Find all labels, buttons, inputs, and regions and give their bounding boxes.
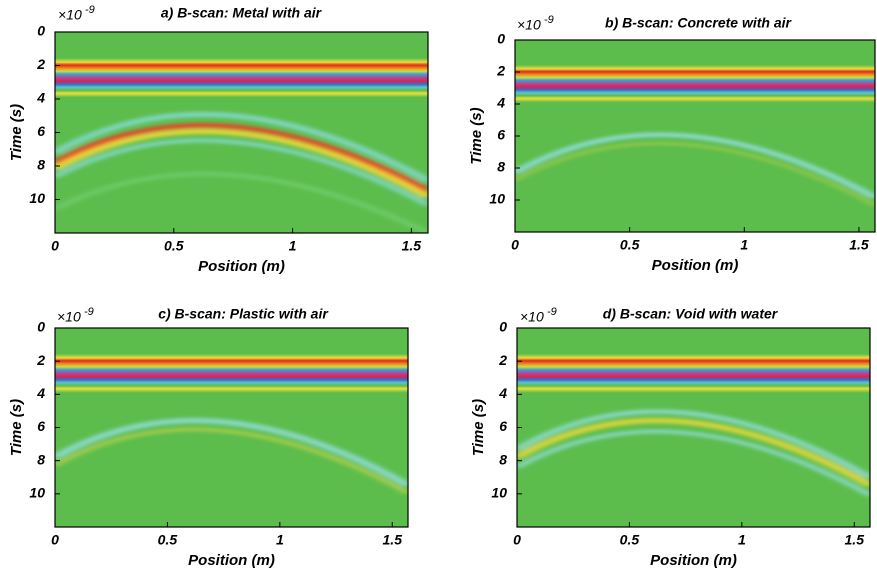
y-tick-label: 8 [37, 451, 45, 467]
y-offset: ×10 [520, 309, 544, 325]
x-tick-label: 0 [51, 532, 59, 548]
y-offset: ×10 [58, 7, 82, 23]
x-axis-label: Position (m) [198, 258, 285, 275]
y-offset: ×10 [57, 309, 81, 325]
bscan-image [517, 328, 870, 527]
bscan-image [515, 40, 875, 232]
panel: 0 2 4 6 8 10 0 0.5 1 1.5 a) B-scan: Metal with air… [8, 4, 429, 275]
bscan-image [55, 328, 408, 527]
y-tick-label: 0 [497, 31, 505, 47]
y-offset: ×10 [517, 17, 541, 33]
y-tick-label: 6 [497, 127, 505, 143]
y-tick-label: 0 [37, 319, 45, 335]
x-tick-label: 1 [740, 237, 748, 253]
y-axis-label: Time (s) [468, 107, 485, 164]
chart-title: a) B-scan: Metal with air [161, 5, 323, 21]
y-tick-label: 6 [37, 418, 45, 434]
chart-title: b) B-scan: Concrete with air [605, 15, 792, 31]
x-tick-label: 1 [289, 238, 297, 254]
panel: 0 2 4 6 8 10 0 0.5 1 1.5 c) B-scan: Plastic with a… [8, 306, 409, 569]
panel: 0 2 4 6 8 10 0 0.5 1 1.5 b) B-scan: Concrete with … [468, 14, 876, 274]
y-axis-label: Time (s) [470, 399, 487, 456]
y-tick-label: 8 [499, 451, 507, 467]
x-tick-label: 1.5 [849, 237, 869, 253]
y-tick-label: 8 [497, 159, 505, 175]
y-tick-label: 0 [37, 23, 45, 39]
y-tick-label: 10 [29, 485, 45, 501]
y-tick-label: 2 [36, 352, 45, 368]
y-tick-label: 0 [499, 319, 507, 335]
x-tick-label: 0 [513, 532, 521, 548]
y-tick-label: 4 [496, 95, 505, 111]
x-tick-label: 0.5 [620, 237, 640, 253]
x-tick-label: 0 [51, 238, 59, 254]
x-tick-label: 0.5 [158, 532, 178, 548]
x-tick-label: 0.5 [620, 532, 640, 548]
y-tick-label: 10 [491, 485, 507, 501]
x-tick-label: 1 [738, 532, 746, 548]
bscan-image [55, 32, 428, 233]
y-tick-label: 4 [498, 385, 507, 401]
x-tick-label: 1 [276, 532, 284, 548]
y-offset-exponent: -9 [85, 4, 95, 16]
x-tick-label: 1.5 [845, 532, 865, 548]
y-tick-label: 4 [36, 385, 45, 401]
x-tick-label: 0.5 [164, 238, 184, 254]
y-tick-label: 2 [36, 56, 45, 72]
y-axis-label: Time (s) [8, 104, 25, 161]
chart-title: c) B-scan: Plastic with air [158, 306, 329, 322]
x-axis-label: Position (m) [650, 552, 737, 569]
panel: 0 2 4 6 8 10 0 0.5 1 1.5 d) B-scan: Void with wate… [470, 306, 871, 569]
y-tick-label: 10 [29, 190, 45, 206]
x-axis-label: Position (m) [188, 552, 275, 569]
y-tick-label: 4 [36, 90, 45, 106]
y-offset-exponent: -9 [544, 14, 554, 26]
y-axis-label: Time (s) [8, 399, 25, 456]
x-tick-label: 1.5 [402, 238, 422, 254]
x-tick-label: 1.5 [383, 532, 403, 548]
x-axis-label: Position (m) [652, 257, 739, 274]
x-tick-label: 0 [511, 237, 519, 253]
y-offset-exponent: -9 [84, 306, 94, 318]
y-tick-label: 8 [37, 157, 45, 173]
y-offset-exponent: -9 [547, 306, 557, 318]
y-tick-label: 6 [37, 123, 45, 139]
y-tick-label: 6 [499, 418, 507, 434]
y-tick-label: 10 [489, 191, 505, 207]
y-tick-label: 2 [496, 63, 505, 79]
chart-title: d) B-scan: Void with water [603, 306, 779, 322]
y-tick-label: 2 [498, 352, 507, 368]
